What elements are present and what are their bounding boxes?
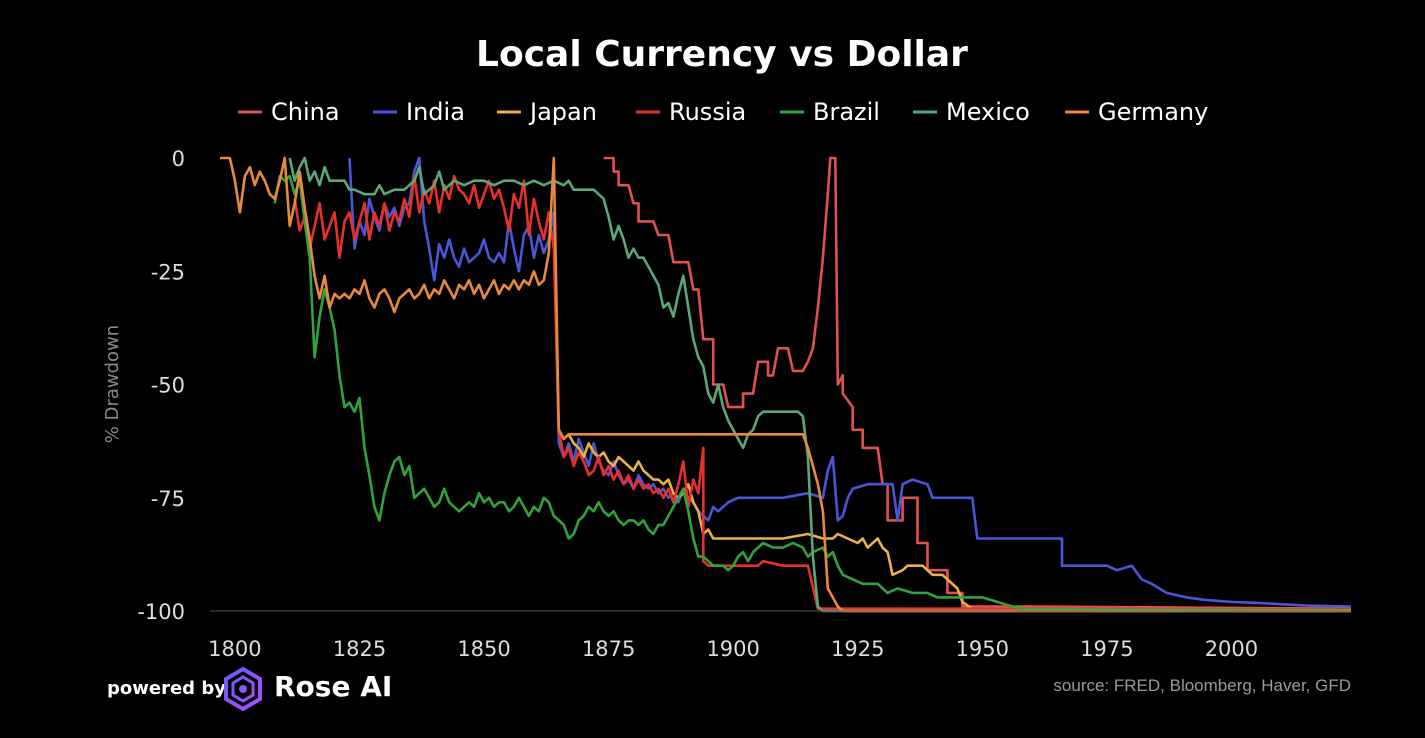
legend-item-mexico: Mexico [913, 98, 1030, 126]
x-tick-label: 1950 [956, 637, 1009, 661]
legend-label: Germany [1098, 98, 1208, 126]
rose-ai-logo-icon [224, 667, 262, 711]
legend-item-brazil: Brazil [780, 98, 880, 126]
brand-name: Rose AI [274, 670, 393, 703]
source-note: source: FRED, Bloomberg, Haver, GFD [1053, 676, 1351, 695]
x-tick-label: 1850 [457, 637, 510, 661]
x-tick-label: 1900 [706, 637, 759, 661]
legend: China India Japan Russia Brazil Mexico Germany [238, 98, 1208, 126]
x-axis-ticks: 1800 1825 1850 1875 1900 1925 1950 1975 2000 [208, 637, 1258, 661]
legend-item-japan: Japan [497, 98, 597, 126]
legend-label: Japan [528, 98, 597, 126]
series-line-brazil [273, 174, 1352, 612]
legend-label: Brazil [813, 98, 880, 126]
series-line-germany [220, 156, 1351, 613]
x-tick-label: 1925 [831, 637, 884, 661]
legend-item-russia: Russia [636, 98, 746, 126]
x-tick-label: 1825 [333, 637, 386, 661]
powered-by-label: powered by [107, 678, 226, 699]
y-axis-label: % Drawdown [102, 325, 123, 443]
legend-label: India [406, 98, 465, 126]
x-tick-label: 2000 [1205, 637, 1258, 661]
series-layer [220, 156, 1352, 613]
y-tick-label: -100 [137, 600, 185, 624]
series-line-russia [293, 174, 1352, 611]
series-line-mexico [288, 156, 1351, 613]
chart-title: Local Currency vs Dollar [476, 34, 968, 75]
y-tick-label: -25 [151, 260, 185, 284]
legend-label: Russia [669, 98, 746, 126]
legend-label: Mexico [946, 98, 1030, 126]
legend-item-china: China [238, 98, 340, 126]
legend-item-india: India [373, 98, 465, 126]
y-axis-ticks: 0 -25 -50 -75 -100 [137, 147, 185, 624]
legend-item-germany: Germany [1065, 98, 1208, 126]
x-tick-label: 1800 [208, 637, 261, 661]
legend-label: China [271, 98, 340, 126]
y-tick-label: -50 [151, 374, 185, 398]
y-tick-label: -75 [151, 487, 185, 511]
x-tick-label: 1975 [1080, 637, 1133, 661]
x-tick-label: 1875 [582, 637, 635, 661]
series-line-china [603, 156, 1352, 610]
y-tick-label: 0 [172, 147, 185, 171]
series-line-japan [557, 429, 1352, 611]
